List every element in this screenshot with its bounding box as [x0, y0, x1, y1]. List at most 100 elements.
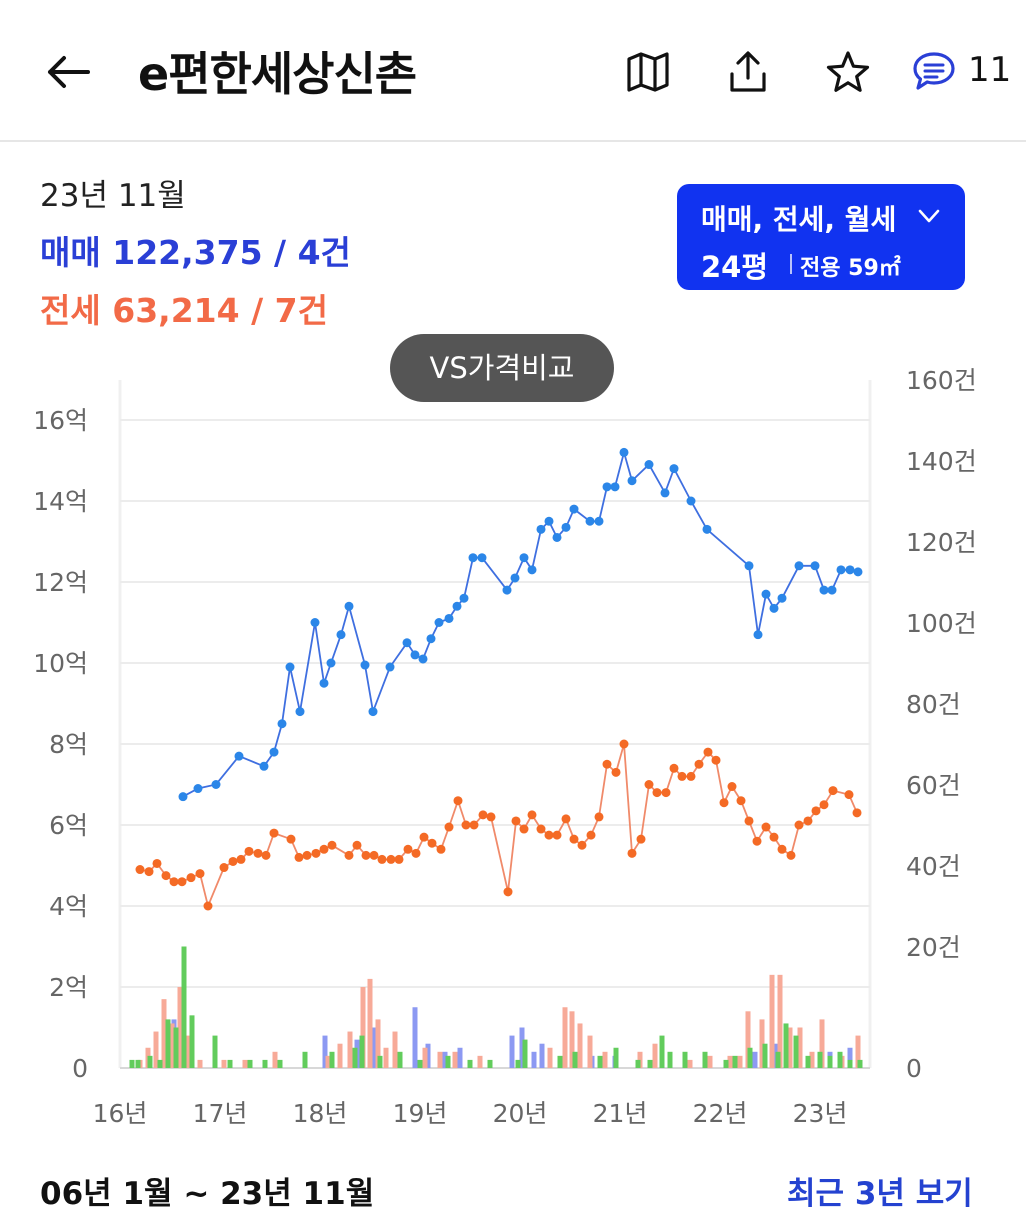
- price-chart: 16억 14억 12억 10억 8억 6억 4억 2억 0 160건 140건 120건 100건 80건…: [33, 366, 977, 1128]
- volume-bar-jeonse: [367, 978, 373, 1068]
- sale-price-point: [385, 662, 395, 672]
- volume-bar-monthly: [847, 1059, 853, 1068]
- jeonse-value: 63,214 / 7건: [112, 291, 328, 330]
- jeonse-price-point: [369, 850, 379, 860]
- volume-bar-monthly: [702, 1051, 708, 1068]
- jeonse-price-point: [269, 828, 279, 838]
- volume-bar-monthly: [747, 1047, 753, 1068]
- map-icon[interactable]: [624, 48, 672, 96]
- sale-price-point: [444, 613, 454, 623]
- volume-bar-jeonse: [197, 1059, 203, 1068]
- jeonse-price-point: [386, 854, 396, 864]
- jeonse-price-point: [177, 877, 187, 887]
- volume-bar-jeonse: [383, 1047, 389, 1068]
- volume-bar-jeonse: [347, 1031, 353, 1068]
- jeonse-price-point: [828, 786, 838, 796]
- volume-bar-sale: [847, 1047, 853, 1068]
- sale-price-point: [259, 761, 269, 771]
- volume-bar-monthly: [487, 1059, 493, 1068]
- jeonse-price-point: [777, 844, 787, 854]
- sale-price-point: [326, 658, 336, 668]
- volume-bar-monthly: [647, 1059, 653, 1068]
- sale-price-point: [477, 553, 487, 563]
- volume-bar-monthly: [775, 1051, 781, 1068]
- volume-bar-jeonse: [577, 1023, 583, 1068]
- share-icon[interactable]: [724, 48, 772, 96]
- x-tick-label: 20년: [493, 1099, 548, 1128]
- jeonse-price-point: [427, 838, 437, 848]
- jeonse-price-point: [261, 850, 271, 860]
- volume-bar-monthly: [352, 1047, 358, 1068]
- volume-bar-jeonse: [392, 1031, 398, 1068]
- volume-bar-sale: [425, 1043, 431, 1068]
- volume-bar-jeonse: [422, 1047, 428, 1068]
- volume-bar-sale: [772, 1043, 778, 1068]
- jeonse-price-point: [544, 830, 554, 840]
- volume-bar-monthly: [659, 1035, 665, 1068]
- sale-price-point: [810, 561, 820, 571]
- y-left-tick-label: 12억: [33, 568, 88, 597]
- volume-bar-jeonse: [707, 1055, 713, 1068]
- volume-bar-jeonse: [185, 1035, 191, 1068]
- jeonse-price-point: [361, 850, 371, 860]
- jeonse-price-point: [228, 856, 238, 866]
- volume-bar-jeonse: [727, 1055, 733, 1068]
- volume-bar-jeonse: [759, 1019, 765, 1068]
- comment-icon[interactable]: [910, 48, 958, 96]
- x-tick-label: 17년: [193, 1099, 248, 1128]
- sale-price-point: [827, 585, 837, 595]
- volume-bar-sale: [539, 1043, 545, 1068]
- x-tick-label: 23년: [793, 1099, 848, 1128]
- jeonse-price-point: [686, 771, 696, 781]
- jeonse-price-point: [394, 854, 404, 864]
- jeonse-price-point: [344, 850, 354, 860]
- jeonse-price-point: [552, 830, 562, 840]
- recent-3-years-link[interactable]: 최근 3년 보기: [787, 1176, 973, 1212]
- sale-price-point: [519, 553, 529, 563]
- jeonse-price-point: [769, 832, 779, 842]
- y-right-tick-label: 140건: [906, 447, 977, 476]
- jeonse-price-point: [453, 796, 463, 806]
- volume-bar-jeonse: [769, 974, 775, 1068]
- sale-value: 122,375 / 4건: [112, 233, 351, 272]
- top-bar: e편한세상신촌 11: [0, 0, 1026, 142]
- sale-price-point: [644, 460, 654, 470]
- volume-bar-monthly: [467, 1059, 473, 1068]
- volume-bar-sale: [752, 1051, 758, 1068]
- volume-bar-jeonse: [452, 1051, 458, 1068]
- sale-price-point: [819, 585, 829, 595]
- volume-bar-jeonse: [562, 1007, 568, 1068]
- volume-bar-jeonse: [587, 1035, 593, 1068]
- chevron-down-icon: [918, 209, 940, 223]
- jeonse-price-point: [469, 820, 479, 830]
- volume-bar-monthly: [783, 1023, 789, 1068]
- vs-compare-button[interactable]: VS가격비교: [390, 334, 614, 402]
- volume-bar-monthly: [805, 1055, 811, 1068]
- sale-price-point: [426, 634, 436, 644]
- y-right-tick-label: 100건: [906, 609, 977, 638]
- volume-bar-sale: [322, 1035, 328, 1068]
- back-arrow-icon[interactable]: [40, 48, 96, 96]
- sale-summary: 매매 122,375 / 4건: [40, 226, 351, 274]
- jeonse-price-point: [644, 780, 654, 789]
- exclusive-area-label: 전용 59㎡: [800, 256, 901, 281]
- volume-bar-monthly: [397, 1051, 403, 1068]
- volume-bar-monthly: [597, 1055, 603, 1068]
- volume-bar-jeonse: [787, 1027, 793, 1068]
- jeonse-price-point: [352, 840, 362, 850]
- sale-price-point: [753, 630, 763, 640]
- sale-price-point: [761, 589, 771, 599]
- trade-type-filter-button[interactable]: 매매, 전세, 월세 24평 전용 59㎡: [677, 184, 965, 290]
- sale-price-point: [610, 482, 620, 492]
- volume-bar-monthly: [682, 1051, 688, 1068]
- sale-price-point: [344, 601, 354, 611]
- jeonse-price-point: [294, 852, 304, 862]
- x-tick-label: 22년: [693, 1099, 748, 1128]
- sale-price-point: [552, 532, 562, 542]
- star-icon[interactable]: [824, 48, 872, 96]
- size-label: 24평: [701, 250, 769, 284]
- sale-price-point: [336, 630, 346, 640]
- sale-price-point: [295, 707, 305, 717]
- sale-price-point: [777, 593, 787, 603]
- date-range: 06년 1월 ~ 23년 11월: [40, 1176, 375, 1212]
